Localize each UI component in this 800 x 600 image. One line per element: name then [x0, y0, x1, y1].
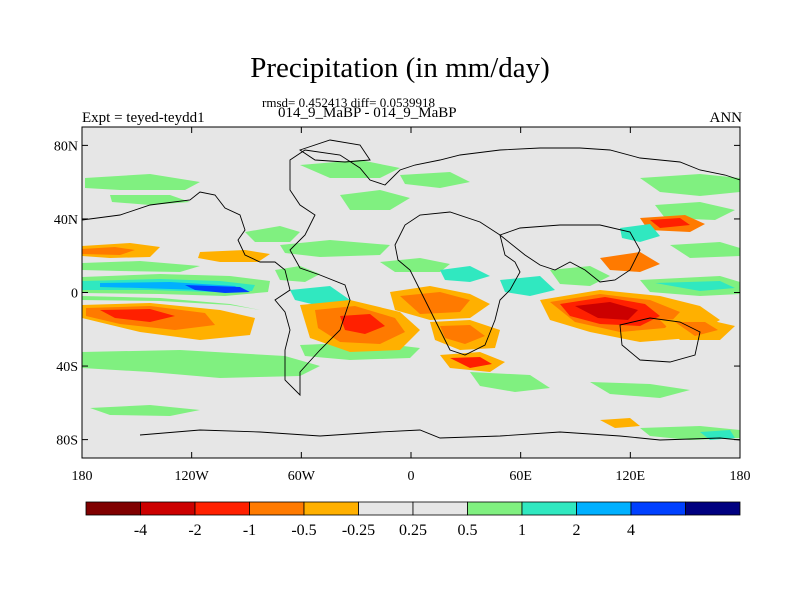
lat-tick-label: 40N	[54, 213, 78, 228]
colorbar-swatch	[685, 501, 741, 516]
contour-positive	[640, 174, 740, 196]
lat-tick-label: 40S	[56, 360, 78, 375]
contour-negative	[340, 314, 385, 334]
lon-tick-label: 180	[730, 469, 751, 484]
lat-tick-label: 80N	[54, 139, 78, 154]
lon-tick-label: 0	[408, 469, 415, 484]
precip-contours	[82, 160, 740, 440]
contour-negative	[82, 247, 135, 255]
colorbar-swatch	[412, 501, 468, 516]
colorbar-label: 4	[627, 522, 635, 539]
contour-positive	[470, 372, 550, 392]
contour-positive	[400, 172, 470, 188]
colorbar-label: -1	[243, 522, 256, 539]
lon-tick-label: 60E	[509, 469, 532, 484]
contour-positive	[82, 350, 320, 378]
contour-positive	[655, 202, 735, 220]
contour-negative	[650, 218, 690, 228]
coastline	[139, 429, 740, 441]
coastline	[394, 211, 521, 356]
colorbar-swatch	[521, 501, 577, 516]
lat-tick-label: 80S	[56, 434, 78, 449]
coastline	[619, 317, 701, 363]
contour-negative	[450, 357, 492, 368]
contour-positive	[550, 266, 610, 286]
colorbar-swatch	[467, 501, 523, 516]
contour-positive	[245, 226, 300, 242]
colorbar-label: -0.5	[291, 522, 316, 539]
lon-tick-label: 120E	[616, 469, 646, 484]
contour-positive	[85, 174, 200, 190]
colorbar-swatch	[630, 501, 686, 516]
contour-positive	[82, 296, 260, 310]
contour-positive	[620, 224, 660, 242]
contour-positive	[185, 285, 250, 293]
season-label: ANN	[709, 110, 743, 126]
colorbar-swatch	[140, 501, 196, 516]
contour-positive	[440, 266, 490, 282]
colorbar-label: 1	[518, 522, 526, 539]
colorbar-label: 0.5	[458, 522, 478, 539]
coastline	[499, 224, 641, 283]
contour-positive	[590, 382, 690, 398]
contour-negative	[675, 322, 718, 336]
colorbar-swatch	[194, 501, 250, 516]
contour-positive	[275, 266, 320, 282]
contour-negative	[100, 309, 175, 322]
lon-tick-label: 120W	[175, 469, 210, 484]
colorbar-swatch	[85, 501, 141, 516]
contour-positive	[340, 190, 410, 210]
lat-tick-label: 0	[71, 287, 78, 302]
contour-positive	[500, 276, 555, 296]
experiment-label: Expt = teyed-teydd1	[82, 110, 205, 126]
coastline	[82, 147, 740, 397]
colorbar-label: -0.25	[342, 522, 375, 539]
colorbar-swatch	[303, 501, 359, 516]
lon-tick-label: 60W	[288, 469, 316, 484]
contour-positive	[280, 240, 390, 257]
coastline	[298, 139, 371, 163]
plot-title: Precipitation (in mm/day)	[250, 52, 550, 84]
contour-positive	[380, 258, 450, 272]
contour-negative	[198, 250, 270, 262]
case-names: 014_9_MaBP - 014_9_MaBP	[278, 105, 457, 121]
latitude-axis: 80N 40N 0 40S 80S	[54, 139, 740, 449]
contour-positive	[82, 261, 200, 272]
lon-tick-label: 180	[72, 469, 93, 484]
colorbar-label: 0.25	[399, 522, 427, 539]
contour-negative	[575, 302, 638, 320]
continent-outlines	[82, 139, 740, 441]
contour-positive	[90, 405, 200, 416]
contour-positive	[300, 160, 400, 178]
contour-positive	[290, 286, 350, 306]
contour-positive	[700, 430, 735, 440]
contour-negative	[600, 252, 660, 272]
contour-negative	[600, 418, 640, 428]
contour-positive	[670, 242, 740, 258]
rmsd-diff-stats: rmsd= 0.452413 diff= 0.0539918	[262, 95, 435, 110]
colorbar-swatch	[249, 501, 305, 516]
colorbar: -4 -2 -1 -0.5 -0.25 0.25 0.5 1 2 4	[85, 501, 741, 539]
colorbar-swatch	[576, 501, 632, 516]
contour-negative	[440, 325, 485, 344]
colorbar-label: -2	[188, 522, 201, 539]
colorbar-swatch	[358, 501, 414, 516]
contour-positive	[655, 281, 735, 291]
colorbar-label: 2	[573, 522, 581, 539]
colorbar-label: -4	[134, 522, 147, 539]
contour-negative	[400, 292, 470, 314]
map-panel: 80N 40N 0 40S 80S 180 120W 60W 0 60E 120E 180	[54, 126, 751, 484]
longitude-axis: 180 120W 60W 0 60E 120E 180	[72, 127, 751, 484]
